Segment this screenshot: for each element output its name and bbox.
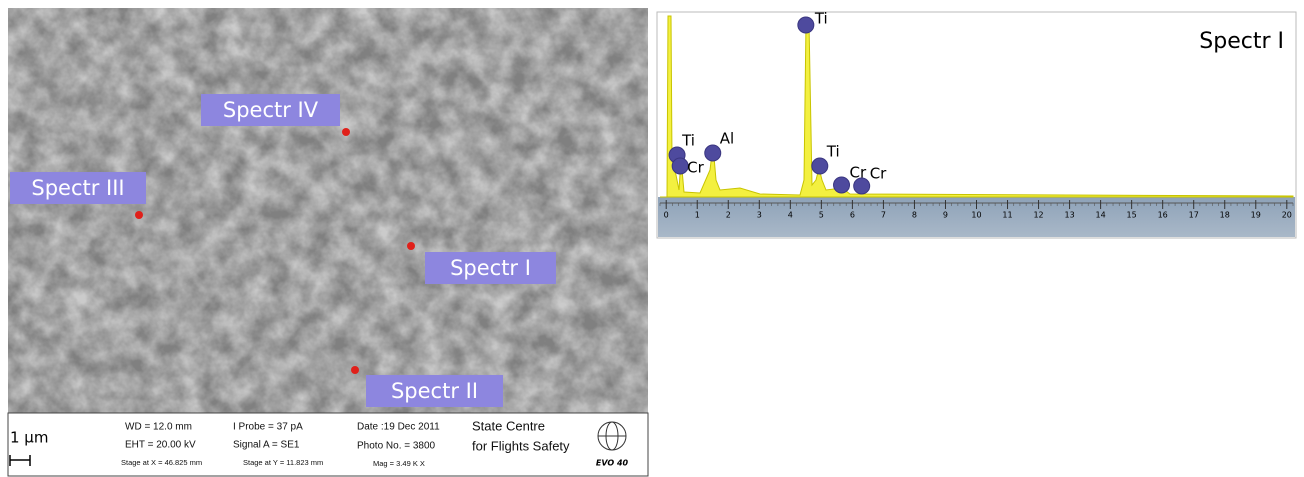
x-tick-label: 7 — [881, 211, 886, 220]
x-tick-label: 4 — [788, 211, 793, 220]
info-text: WD = 12.0 mm — [125, 422, 192, 433]
spot-marker — [135, 211, 143, 219]
spot-marker — [351, 366, 359, 374]
x-tick-label: 19 — [1251, 211, 1261, 220]
page: Spectr I Spectr II Spectr III Spectr IV 1 µm… — [0, 0, 1304, 477]
x-tick-label: 3 — [757, 211, 762, 220]
x-tick-label: 10 — [971, 211, 981, 220]
scale-bar-label: 1 µm — [10, 429, 48, 447]
spot-marker — [407, 242, 415, 250]
spot-marker — [342, 128, 350, 136]
spot-label: Spectr IV — [223, 98, 319, 122]
info-text: Signal A = SE1 — [233, 440, 300, 451]
chart-title: Spectr I — [1199, 29, 1284, 54]
peak-label: Ti — [826, 143, 840, 161]
peak-marker — [672, 158, 688, 174]
peak-marker — [812, 158, 828, 174]
peak-label: Ti — [681, 132, 695, 150]
peak-label: Cr — [687, 159, 704, 177]
x-tick-label: 15 — [1127, 211, 1137, 220]
info-text: Stage at Y = 11.823 mm — [243, 458, 323, 467]
peak-marker — [798, 17, 814, 33]
info-text: Photo No. = 3800 — [357, 441, 436, 452]
spot-label: Spectr I — [450, 256, 531, 280]
sem-image — [8, 8, 648, 476]
info-text: for Flights Safety — [472, 438, 570, 453]
info-text: State Centre — [472, 418, 545, 433]
spot-label: Spectr III — [31, 176, 124, 200]
peak-marker — [705, 145, 721, 161]
info-text: Stage at X = 46.825 mm — [121, 458, 202, 467]
composite: Spectr I Spectr II Spectr III Spectr IV 1 µm… — [0, 0, 1304, 477]
x-tick-label: 12 — [1033, 211, 1043, 220]
x-tick-label: 20 — [1282, 211, 1292, 220]
logo-text: EVO 40 — [596, 459, 629, 468]
x-tick-label: 2 — [726, 211, 731, 220]
peak-marker — [854, 178, 870, 194]
x-tick-label: 9 — [943, 211, 948, 220]
x-tick-label: 1 — [695, 211, 700, 220]
peak-label: Ti — [814, 10, 828, 28]
peak-marker — [834, 177, 850, 193]
x-tick-label: 8 — [912, 211, 917, 220]
x-tick-label: 14 — [1096, 211, 1106, 220]
x-tick-label: 13 — [1064, 211, 1074, 220]
x-tick-label: 17 — [1189, 211, 1199, 220]
x-tick-label: 5 — [819, 211, 824, 220]
info-text: Mag = 3.49 K X — [373, 459, 425, 468]
info-text: I Probe = 37 pA — [233, 422, 303, 433]
info-text: EHT = 20.00 kV — [125, 440, 196, 451]
peak-label: Al — [720, 130, 734, 148]
x-tick-label: 11 — [1002, 211, 1012, 220]
x-tick-label: 6 — [850, 211, 855, 220]
x-tick-label: 0 — [664, 211, 669, 220]
info-text: Date :19 Dec 2011 — [357, 422, 440, 433]
peak-label: Cr — [870, 165, 887, 183]
x-tick-label: 16 — [1158, 211, 1168, 220]
x-tick-label: 18 — [1220, 211, 1230, 220]
spot-label: Spectr II — [391, 379, 478, 403]
